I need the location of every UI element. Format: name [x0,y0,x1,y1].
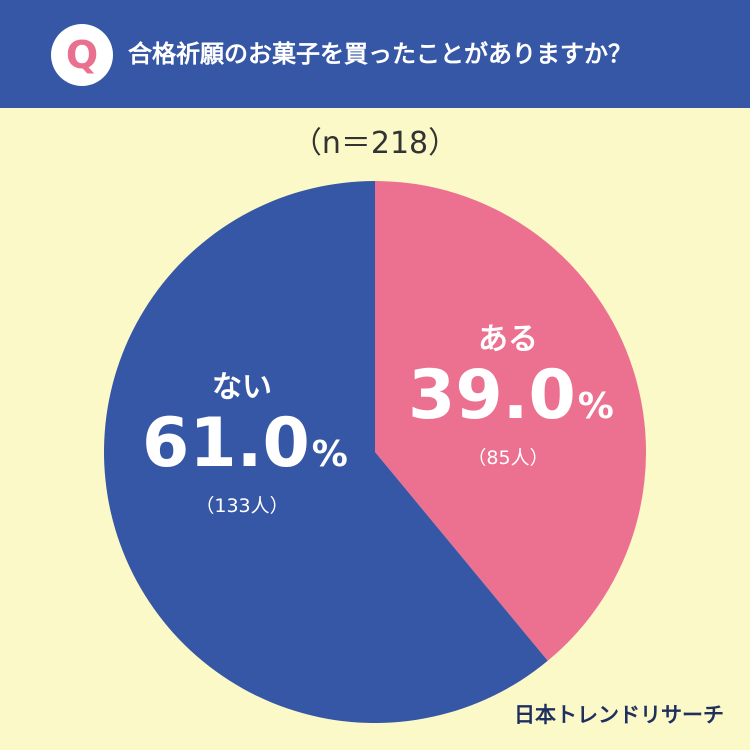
pie-slice-yes [375,181,646,661]
question-text: 合格祈願のお菓子を買ったことがありますか？ [128,40,632,68]
q-letter: Q [65,33,99,77]
slice-percent-yes: 39.0% [408,356,614,445]
question-header: Q 合格祈願のお菓子を買ったことがありますか？ [0,0,750,108]
slice-count-yes: （85人） [467,447,549,469]
slice-name-yes: ある [478,322,538,357]
slice-percent-no-value: 61.0 [142,404,310,483]
slice-name-no: ない [212,370,272,405]
slice-count-no: （133人） [195,495,289,517]
pie-slice-no [103,181,548,724]
slice-percent-no: 61.0% [142,404,348,493]
slice-label-no: ない 61.0% （133人） [142,370,348,519]
slice-label-yes: ある 39.0% （85人） [408,322,614,471]
sample-size: （n＝218） [291,126,459,161]
slice-percent-yes-value: 39.0 [408,356,576,435]
slice-percent-yes-unit: % [577,386,614,427]
slice-percent-no-unit: % [311,434,348,475]
brand-logo: 日本トレンドリサーチ [514,703,724,727]
q-badge: Q [51,24,113,86]
